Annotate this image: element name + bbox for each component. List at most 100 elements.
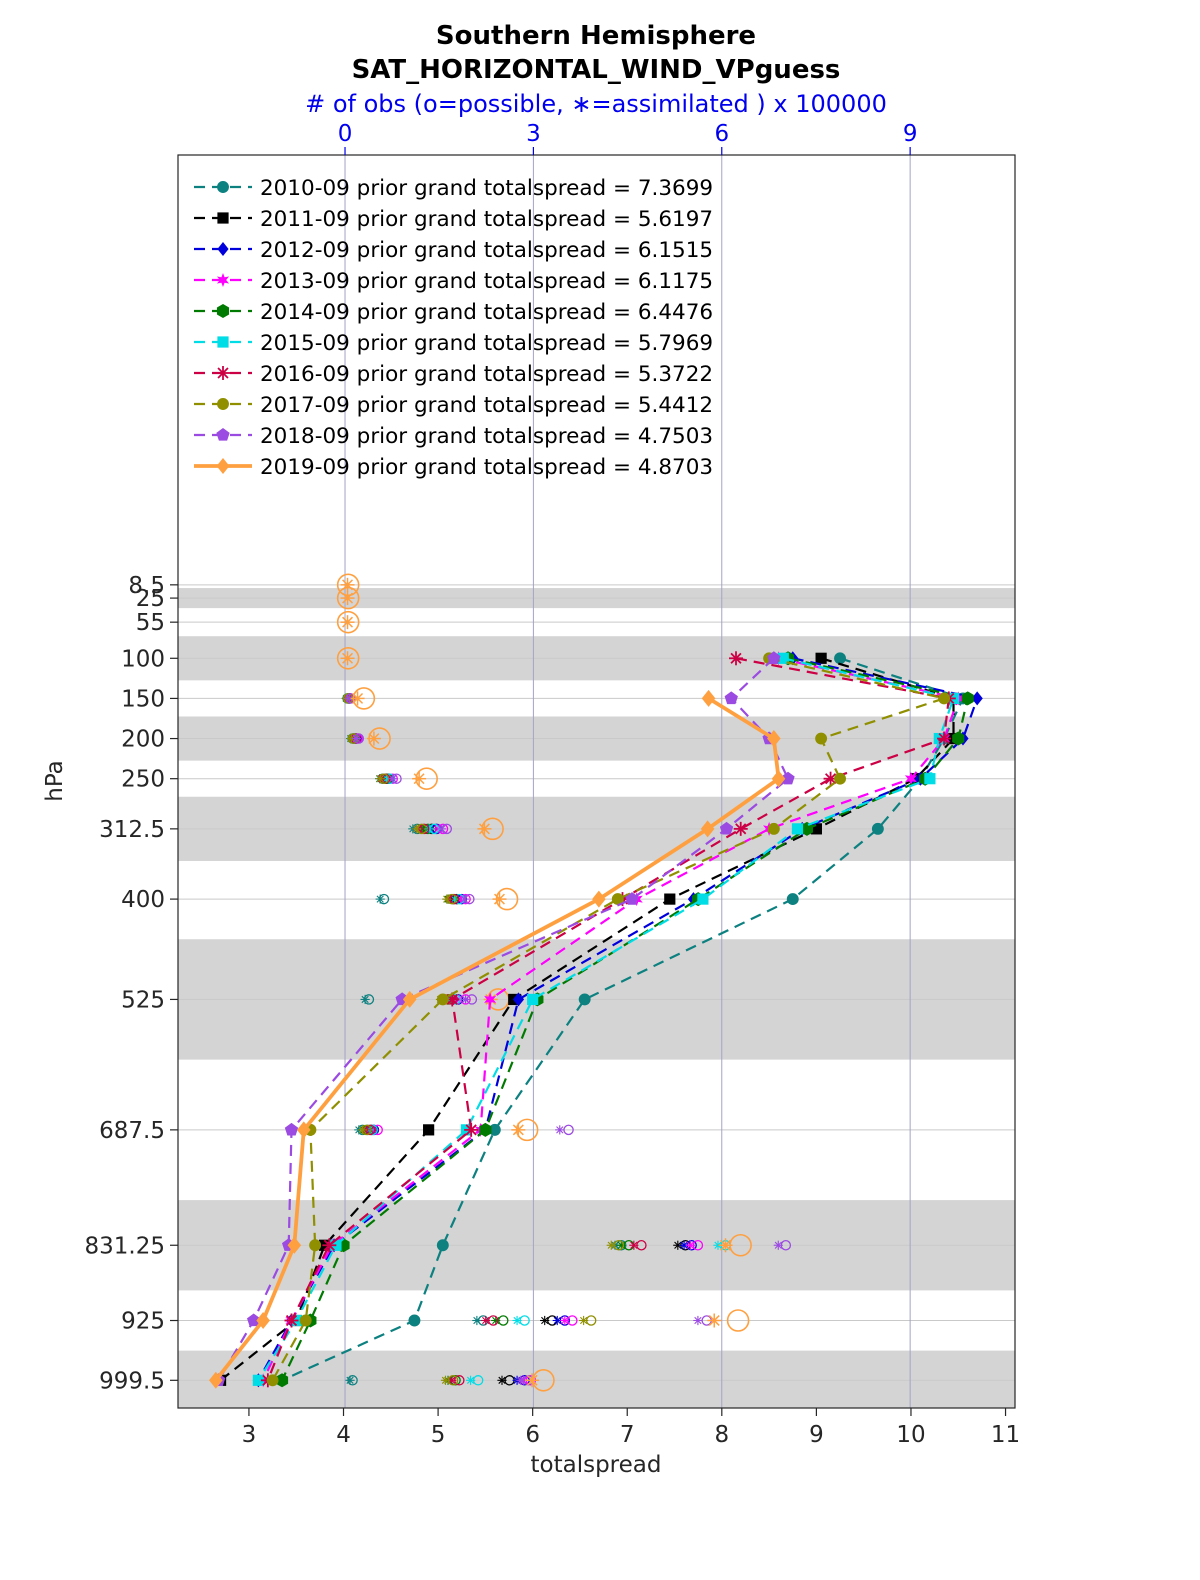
series-marker [781, 771, 795, 785]
asterisk-stroke [498, 1376, 506, 1384]
asterisk-stroke [438, 825, 446, 833]
bottom-tick-label: 6 [525, 1422, 540, 1448]
series-marker [724, 691, 738, 705]
obs-assimilated-marker [685, 1240, 695, 1250]
y-tick-label: 100 [121, 646, 165, 672]
series-marker [625, 892, 639, 905]
series-marker [700, 820, 715, 838]
asterisk-stroke [512, 1124, 524, 1136]
series-marker [904, 771, 918, 786]
series-marker [408, 1314, 421, 1327]
series-marker [767, 730, 781, 748]
asterisk-stroke [412, 825, 421, 833]
asterisk-stroke [553, 1316, 561, 1325]
series-marker [256, 1312, 270, 1330]
series-marker [611, 893, 624, 906]
asterisk-stroke [323, 1239, 335, 1251]
series-line-2017-09 [271, 657, 946, 1381]
asterisk-stroke [389, 775, 397, 783]
series-marker [275, 1373, 289, 1388]
series-marker [436, 1239, 449, 1252]
top-tick-label: 6 [714, 121, 729, 147]
asterisk-stroke [735, 823, 747, 835]
legend-item: 2014-09 prior grand totalspread = 6.4476 [194, 300, 713, 325]
y-tick-label: 400 [121, 887, 165, 913]
obs-assimilated-marker [437, 824, 447, 834]
series-marker [252, 1374, 264, 1386]
legend-marker [217, 242, 229, 256]
asterisk-stroke [517, 1376, 525, 1384]
plot-border [177, 154, 1016, 1409]
series-marker [771, 770, 786, 788]
asterisk-stroke [494, 893, 505, 905]
series-marker [777, 652, 789, 664]
obs-assimilated-marker [360, 994, 370, 1005]
y-tick-label: 150 [121, 686, 165, 712]
asterisk-stroke [441, 1376, 450, 1384]
obs-assimilated-marker [629, 1240, 639, 1250]
asterisk-stroke [720, 1239, 732, 1251]
asterisk-stroke [448, 1376, 456, 1384]
obs-assimilated-marker [340, 615, 355, 630]
series-markers-2017-09 [266, 652, 951, 1387]
obs-assimilated-marker [477, 821, 492, 836]
bottom-tick-label: 8 [714, 1422, 729, 1448]
obs-assimilated-marker [713, 1240, 723, 1250]
obs-possible-marker [726, 1309, 750, 1332]
series-marker [786, 893, 799, 906]
obs-assimilated-marker [481, 1315, 491, 1326]
asterisk-stroke [526, 1374, 538, 1386]
y-tick-label: 312.5 [99, 817, 165, 843]
obs-assimilated-marker [442, 894, 452, 904]
legend-item: 2016-09 prior grand totalspread = 5.3722 [194, 362, 713, 387]
asterisk-stroke [460, 895, 468, 903]
asterisk-stroke [358, 1126, 367, 1134]
legend-item: 2019-09 prior grand totalspread = 4.8703 [194, 455, 713, 480]
obs-assimilated-marker [340, 651, 355, 666]
asterisk-stroke [478, 823, 490, 835]
series-marker [815, 652, 827, 664]
asterisk-stroke [376, 895, 384, 903]
series-marker [871, 822, 884, 835]
asterisk-stroke [443, 895, 451, 903]
legend-marker [217, 212, 229, 224]
asterisk-stroke [774, 1241, 782, 1249]
asterisk-stroke [345, 694, 354, 703]
series-marker [299, 1314, 312, 1327]
legend-label: 2013-09 prior grand totalspread = 6.1175 [260, 269, 713, 294]
asterisk-stroke [556, 1126, 564, 1134]
legend-item: 2018-09 prior grand totalspread = 4.7503 [194, 424, 713, 449]
chart-title: Southern Hemisphere [436, 21, 756, 51]
legend-marker [217, 336, 229, 348]
series-marker [209, 1371, 223, 1389]
series-marker [791, 823, 804, 835]
series-marker [971, 691, 983, 706]
bottom-tick-label: 4 [336, 1422, 351, 1448]
obs-assimilated-marker [492, 892, 507, 907]
obs-assimilated-marker [350, 691, 365, 706]
series-marker [937, 731, 952, 746]
obs-assimilated-marker [718, 1238, 733, 1253]
asterisk-stroke [342, 652, 354, 664]
asterisk-stroke [413, 773, 425, 785]
series-marker [834, 652, 846, 665]
obs-assimilated-marker [388, 774, 398, 784]
series-marker [423, 1124, 435, 1136]
top-tick-label: 3 [526, 121, 541, 147]
gray-band [178, 1350, 1015, 1408]
y-tick-label: 250 [121, 767, 165, 793]
asterisk-stroke [342, 592, 354, 604]
legend-label: 2010-09 prior grand totalspread = 7.3699 [260, 176, 713, 201]
legend-marker [216, 458, 230, 474]
series-marker [266, 1374, 279, 1387]
series-markers-2018-09 [212, 651, 795, 1386]
series-marker [701, 689, 716, 707]
asterisk-stroke [541, 1316, 549, 1325]
asterisk-stroke [674, 1241, 682, 1249]
obs-assimilated-marker [351, 733, 361, 744]
series-marker [247, 1313, 261, 1327]
series-marker [815, 732, 828, 745]
obs-assimilated-marker [497, 1375, 507, 1385]
legend-item: 2010-09 prior grand totalspread = 7.3699 [194, 176, 713, 201]
